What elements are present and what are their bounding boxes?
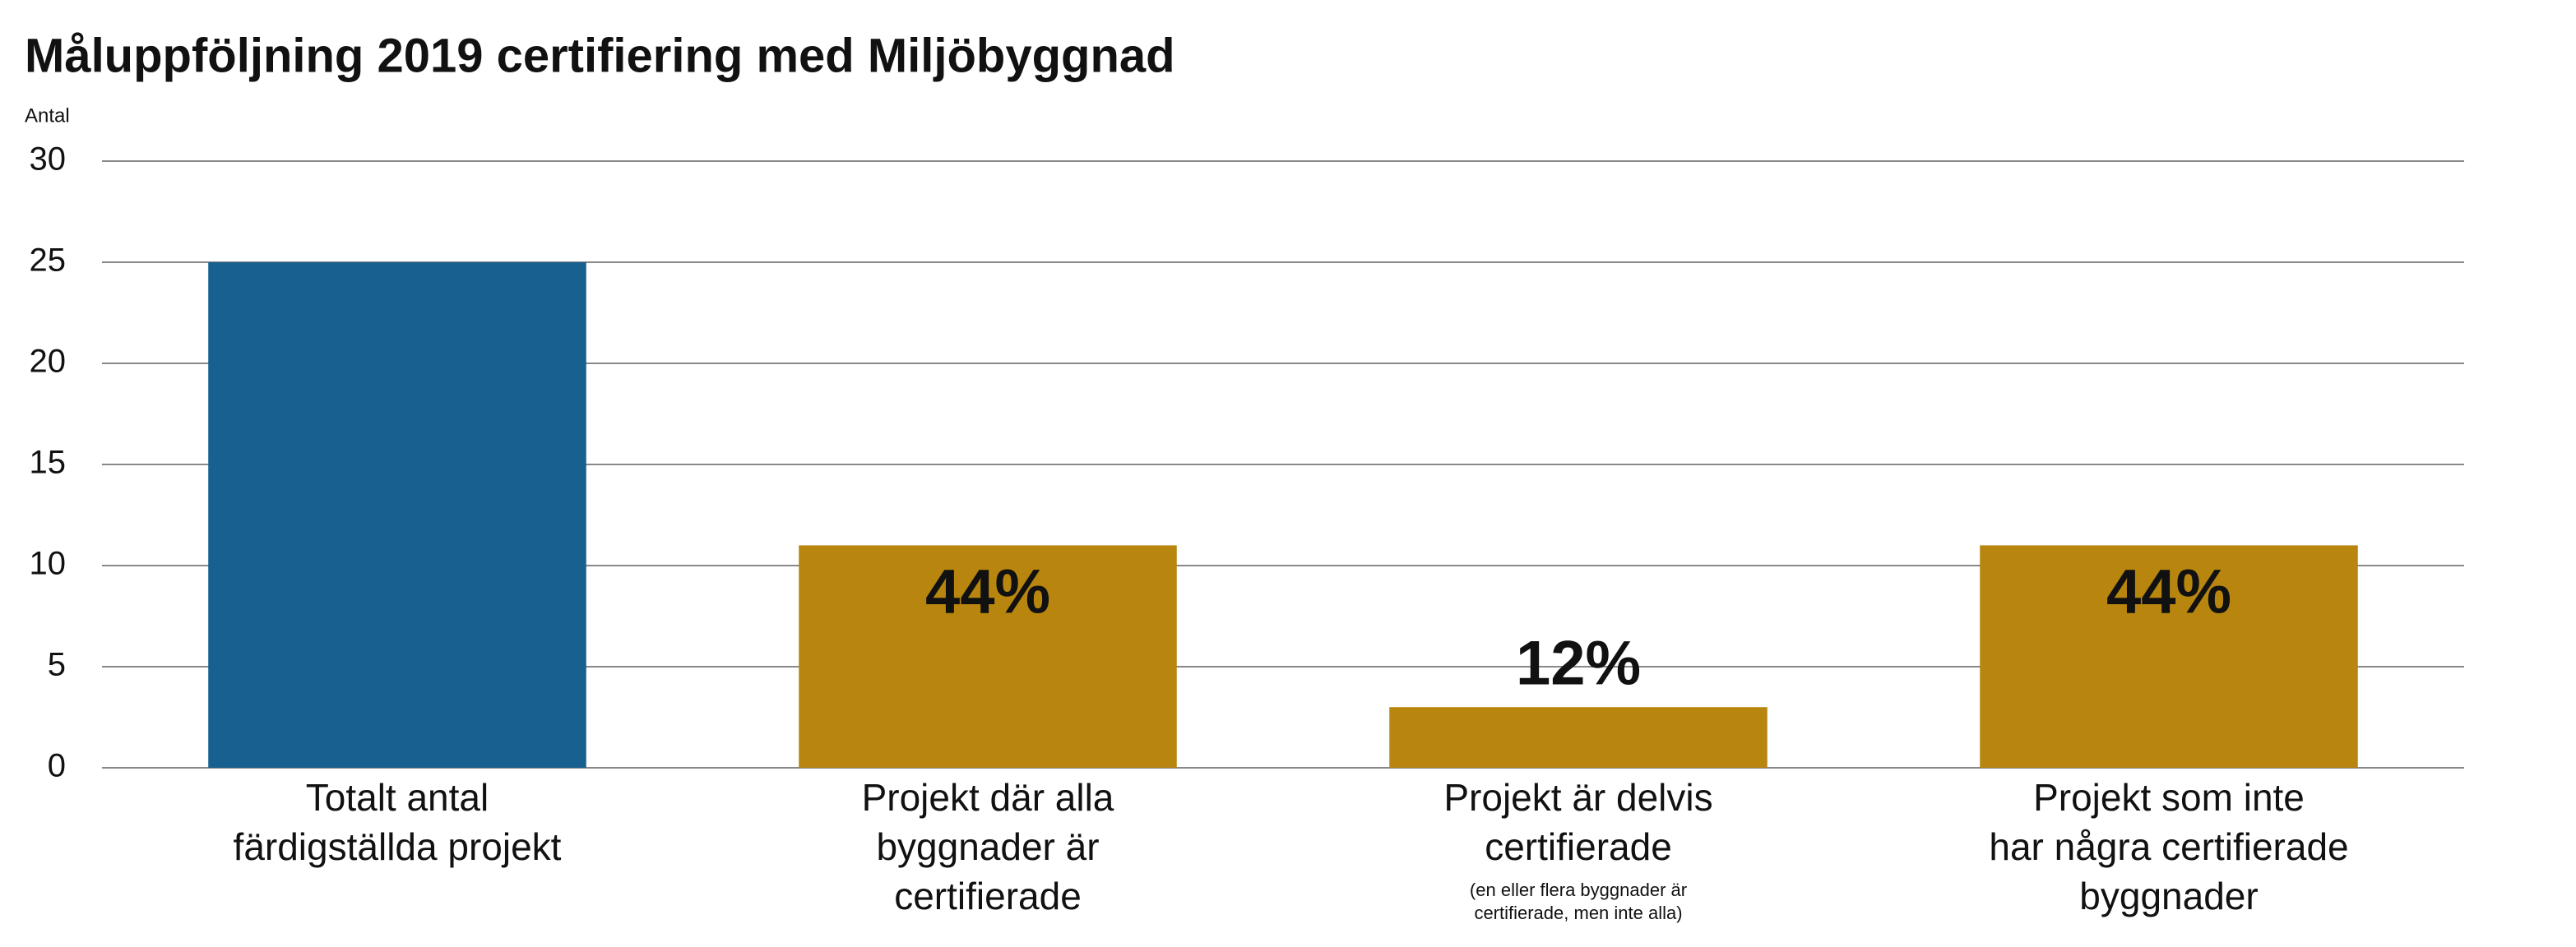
x-tick-label: Projekt som inte [2033,776,2305,819]
x-tick-label: certifierade [894,875,1082,917]
y-tick-label: 10 [30,546,67,582]
y-axis-label: Antal [25,104,70,127]
bar-label: 12% [1516,628,1641,698]
x-tick-label: Projekt är delvis [1443,776,1712,819]
y-tick-label: 5 [48,647,66,683]
x-tick-label: Projekt där alla [862,776,1114,819]
x-tick-label: Totalt antal [306,776,489,819]
chart-title: Måluppföljning 2019 certifiering med Mil… [25,29,1175,82]
x-tick-label: certifierade [1485,825,1672,868]
x-tick-label: färdigställda projekt [234,825,562,868]
x-tick-label: har några certifierade [1989,825,2348,868]
y-tick-label: 15 [30,445,67,481]
y-tick-label: 0 [48,748,66,784]
y-tick-label: 20 [30,344,67,380]
category-note: (en eller flera byggnader är [1470,880,1687,900]
bar [1389,707,1768,768]
bar-label: 44% [925,557,1050,626]
bar [208,262,586,768]
bar-label: 44% [2106,557,2231,626]
x-tick-label: byggnader är [876,825,1099,868]
bar [799,545,1177,768]
category-note: certifierade, men inte alla) [1474,903,1682,923]
y-tick-label: 25 [30,243,67,279]
x-tick-label: byggnader [2079,875,2258,917]
y-tick-label: 30 [30,141,67,178]
bar [1980,545,2358,768]
